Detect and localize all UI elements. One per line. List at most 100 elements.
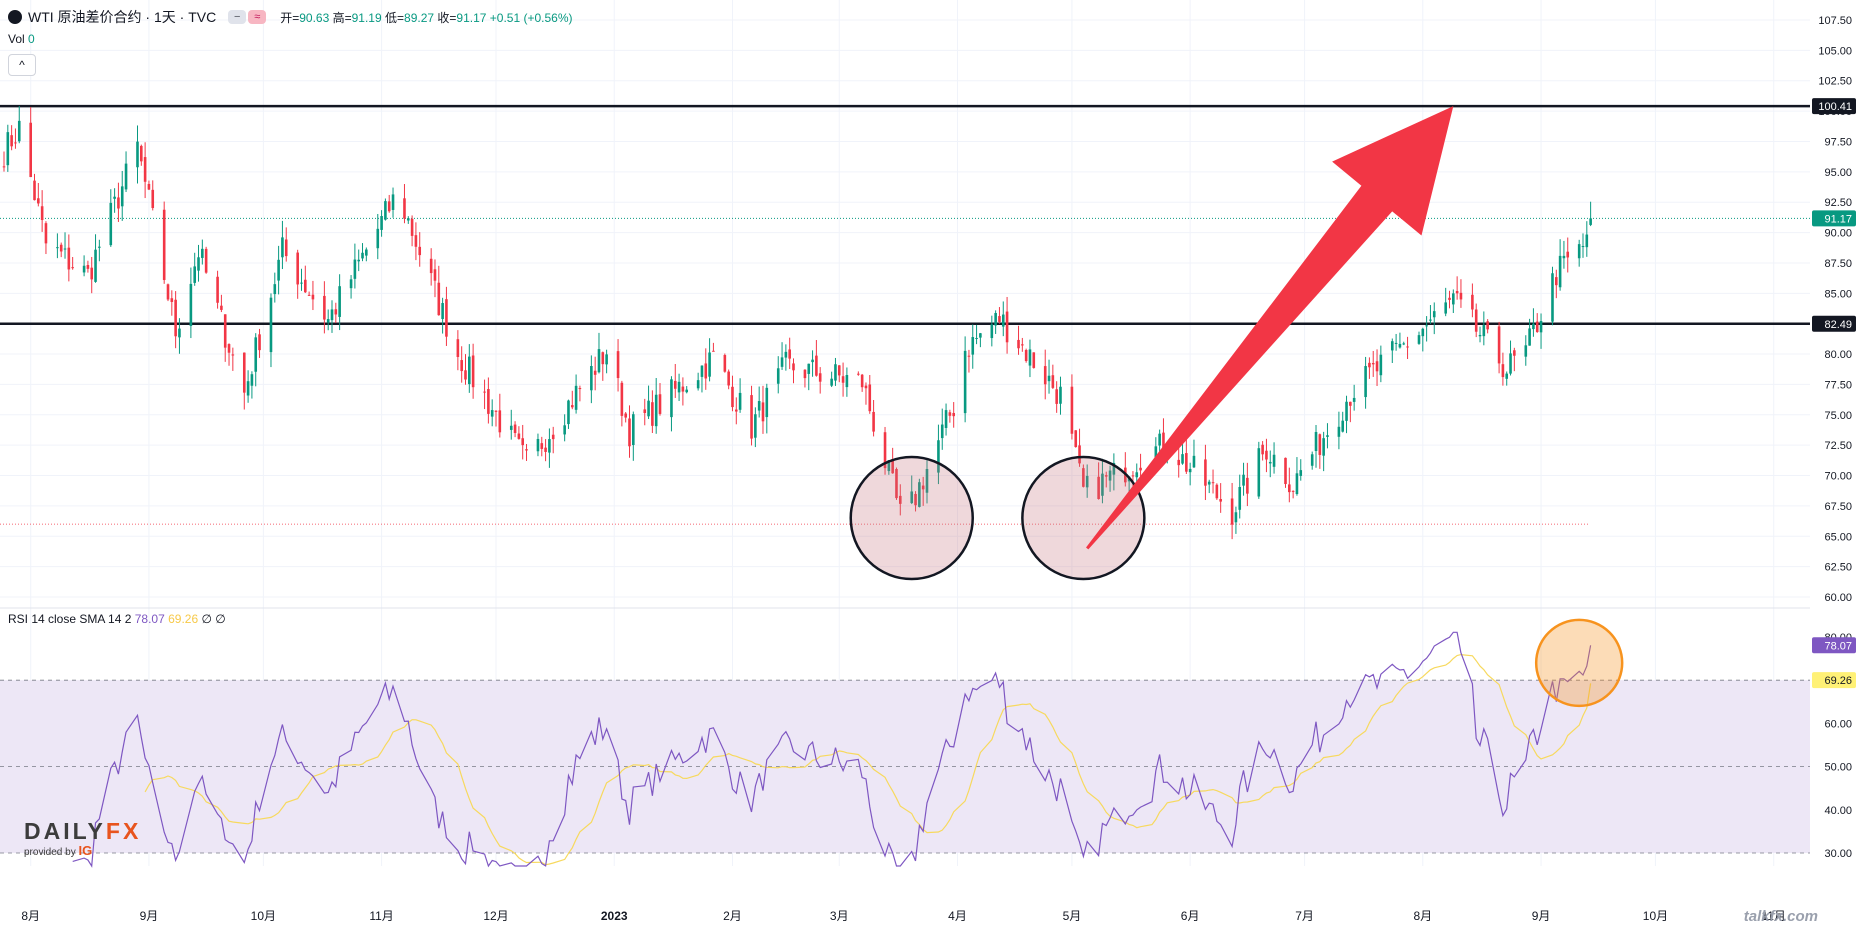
candle xyxy=(1368,362,1371,368)
candle xyxy=(1398,343,1402,348)
candle xyxy=(544,447,547,452)
symbol-header: WTI 原油差价合约 · 1天 · TVC − ≈ 开=90.63 高=91.1… xyxy=(8,7,573,27)
candle xyxy=(1135,472,1139,478)
price-tick-label: 70.00 xyxy=(1824,471,1852,483)
candle xyxy=(1261,444,1264,455)
candle xyxy=(1455,291,1459,294)
candle xyxy=(174,299,177,337)
time-tick-label: 12月 xyxy=(483,909,508,923)
price-tick-label: 107.50 xyxy=(1818,15,1852,27)
candle xyxy=(1314,431,1318,452)
logo-brand-a: DAILY xyxy=(24,818,106,844)
price-tick-label: 75.00 xyxy=(1824,410,1852,422)
candle xyxy=(1043,366,1047,385)
rsi-header[interactable]: RSI 14 close SMA 14 2 78.07 69.26 ∅ ∅ xyxy=(8,612,226,626)
candle xyxy=(803,369,807,379)
candle xyxy=(468,356,471,385)
candle xyxy=(1471,294,1474,310)
time-tick-label: 11月 xyxy=(1761,909,1785,923)
candle xyxy=(601,352,605,365)
candle xyxy=(1032,352,1036,368)
candle xyxy=(1139,467,1142,471)
candle xyxy=(1295,473,1299,495)
candle xyxy=(1272,454,1276,467)
rsi-tick-label: 40.00 xyxy=(1824,805,1852,817)
candle xyxy=(940,424,944,439)
candle xyxy=(56,247,59,249)
candle xyxy=(1562,255,1566,259)
candle xyxy=(490,410,494,417)
price-tick-label: 85.00 xyxy=(1824,288,1852,300)
candle xyxy=(1299,470,1303,476)
symbol-title[interactable]: WTI 原油差价合约 · 1天 · TVC xyxy=(28,9,217,25)
candle xyxy=(1459,292,1463,300)
candle xyxy=(754,414,757,438)
candle xyxy=(700,365,704,377)
candle xyxy=(300,282,303,284)
change-value: +0.51 (+0.56%) xyxy=(489,10,573,25)
candle xyxy=(37,198,40,204)
time-tick-label: 8月 xyxy=(1413,909,1432,923)
candle xyxy=(1284,457,1287,485)
candle xyxy=(1204,459,1207,486)
candle xyxy=(944,410,948,428)
minus-button[interactable]: − xyxy=(228,10,247,24)
price-tick-label: 95.00 xyxy=(1824,167,1852,179)
candle xyxy=(1349,401,1352,406)
close-label: 收= xyxy=(437,10,457,25)
candle xyxy=(1425,325,1428,327)
candle xyxy=(1215,484,1219,499)
candle xyxy=(860,374,864,388)
candle xyxy=(1078,445,1081,464)
candle xyxy=(1345,401,1348,421)
candle xyxy=(40,206,44,221)
candle xyxy=(391,194,395,210)
candle xyxy=(1551,273,1554,322)
time-axis: 8月 9月 10月 11月 12月 2023 2月 3月 4月 5月 6月 7月 8月 9月 10月 11月 xyxy=(21,909,1786,923)
candle xyxy=(357,259,361,262)
candle xyxy=(1288,484,1291,493)
candle xyxy=(525,449,528,451)
candle xyxy=(326,319,330,323)
candle xyxy=(1432,311,1436,318)
candle xyxy=(685,389,689,393)
candle xyxy=(845,374,849,388)
candle xyxy=(734,409,738,412)
candle xyxy=(296,252,299,285)
candle xyxy=(704,363,708,379)
candle xyxy=(963,350,967,414)
wave-button[interactable]: ≈ xyxy=(248,10,267,24)
time-tick-label: 2023 xyxy=(601,909,628,923)
candle xyxy=(33,180,36,201)
candle xyxy=(1024,350,1028,362)
candle xyxy=(517,433,521,439)
candle xyxy=(1566,251,1570,258)
candle xyxy=(384,201,387,220)
candle xyxy=(509,425,513,430)
level-price-tag: 82.49 xyxy=(1824,319,1852,331)
candle xyxy=(6,132,10,166)
candle xyxy=(1497,326,1501,364)
candle xyxy=(864,385,868,389)
candle xyxy=(891,458,894,474)
candle xyxy=(220,305,223,310)
rsi-label: RSI 14 close SMA 14 2 xyxy=(8,612,132,626)
candle xyxy=(1230,498,1234,525)
candle xyxy=(387,201,391,212)
candle xyxy=(44,223,48,244)
candle xyxy=(818,373,822,382)
candle xyxy=(1322,438,1325,456)
candle xyxy=(1429,319,1432,321)
candle xyxy=(1364,366,1367,398)
candle xyxy=(365,249,368,256)
candle xyxy=(109,202,113,246)
collapse-button[interactable]: ^ xyxy=(8,54,36,76)
candle xyxy=(723,355,727,372)
candle xyxy=(201,248,204,258)
candle xyxy=(1101,473,1104,496)
candle xyxy=(971,337,975,355)
candle xyxy=(738,392,742,410)
rsi-value-tag: 78.07 xyxy=(1824,640,1852,652)
candle xyxy=(197,257,200,271)
